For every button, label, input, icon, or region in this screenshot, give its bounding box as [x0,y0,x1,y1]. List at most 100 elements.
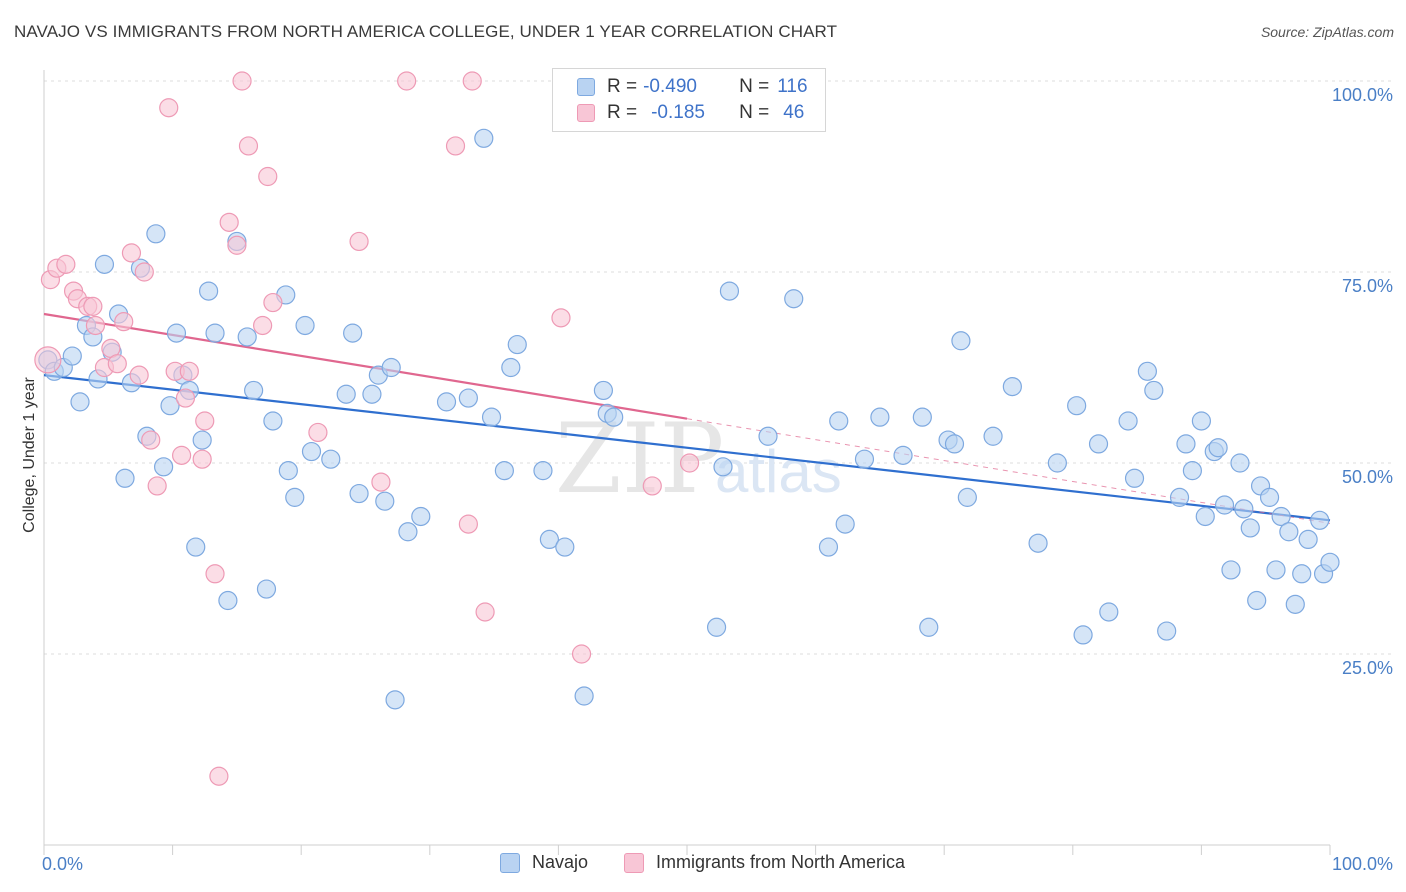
navajo-point [1292,564,1312,584]
navajo-point [146,224,166,244]
navajo-point [1195,506,1215,527]
immigrants-point [253,315,273,336]
navajo-point [1182,461,1202,481]
navajo-r-label: R = [607,76,638,97]
navajo-point [1266,560,1286,580]
navajo-point [1285,594,1305,614]
navajo-point [758,426,778,446]
immigrants-point [107,354,127,374]
immigrants-point [85,315,106,336]
navajo-point [604,407,624,427]
navajo-point [256,579,277,599]
immigrants-point [205,564,225,584]
immigrants-point [445,136,466,156]
immigrants-point [195,411,215,431]
navajo-point [166,323,187,343]
navajo-point [192,430,212,450]
navajo-point [1067,396,1087,416]
navajo-point [1230,453,1250,473]
navajo-point [1247,590,1267,611]
navajo-point [957,487,977,507]
watermark-zip: ZIP [555,403,724,515]
navajo-point [295,315,315,336]
y-tick-label: 100.0% [1332,85,1393,105]
navajo-point [385,690,405,710]
data-points [34,71,1340,786]
immigrants-point [209,766,229,786]
navajo-point [1028,533,1048,553]
y-axis-label: College, Under 1 year [21,377,38,533]
navajo-point [951,331,971,351]
immigrants-point [159,98,179,118]
navajo-point [533,461,553,481]
navajo-point [1088,434,1109,454]
navajo-point [983,426,1003,446]
navajo-point [349,483,369,504]
navajo-point [398,522,418,542]
navajo-point [205,323,225,343]
navajo-point [706,617,727,637]
navajo-trend-line [43,374,1331,522]
immigrants-point [114,312,134,332]
navajo-point [160,396,180,416]
navajo-point [1191,411,1212,431]
navajo-point [539,529,559,550]
navajo-point [375,491,395,511]
navajo-point [1002,377,1022,397]
navajo-point [854,449,875,469]
chart-title: NAVAJO VS IMMIGRANTS FROM NORTH AMERICA … [14,22,838,41]
immigrants-point [129,365,149,385]
navajo-point [199,281,219,301]
navajo-point [278,461,298,481]
y-tick-label: 25.0% [1342,658,1393,678]
immigrants-point [571,644,592,664]
immigrants-r-value: -0.185 [651,102,705,123]
navajo-point [1099,602,1119,622]
navajo-point [381,357,401,378]
y-tick-label: 75.0% [1342,276,1393,296]
immigrants-point [462,71,482,91]
axes [43,70,1331,855]
y-tick-label: 50.0% [1342,467,1393,487]
navajo-n-value: 116 [777,76,808,97]
navajo-point [1118,411,1138,431]
immigrants-point [134,262,154,282]
navajo-point [719,281,740,301]
navajo-point [1208,438,1228,458]
immigrants-point [397,71,417,91]
immigrants-point [227,235,247,255]
navajo-point [411,506,431,527]
bottom-immigrants-label: Immigrants from North America [656,852,906,872]
navajo-point [713,457,733,477]
navajo-point [1073,625,1093,645]
navajo-point [1320,552,1340,572]
navajo-point [1144,380,1164,401]
navajo-point [1310,510,1330,530]
immigrants-point [258,166,278,187]
immigrants-r-label: R = [607,102,638,123]
immigrants-point [219,212,239,232]
immigrants-point [642,476,662,496]
source-label: Source: ZipAtlas.com [1260,24,1394,40]
navajo-point [501,357,521,378]
immigrants-point [371,472,391,492]
immigrants-point [179,361,199,381]
navajo-point [1157,621,1177,641]
immigrants-point [475,602,495,622]
navajo-point [153,457,174,477]
navajo-point [944,434,965,454]
navajo-point [301,441,322,462]
navajo-point [1298,529,1318,550]
navajo-point [1169,487,1190,507]
navajo-point [343,323,363,343]
legend-row-immigrants: R = -0.185 N = 46 [577,101,804,125]
navajo-point [186,537,206,557]
navajo-point [507,334,527,355]
immigrants-n-label: N = [739,102,770,123]
navajo-point [1137,361,1157,381]
navajo-point [1259,487,1280,507]
navajo-point [285,487,305,507]
bottom-legend-navajo: Navajo [500,852,588,873]
navajo-swatch [577,78,595,96]
